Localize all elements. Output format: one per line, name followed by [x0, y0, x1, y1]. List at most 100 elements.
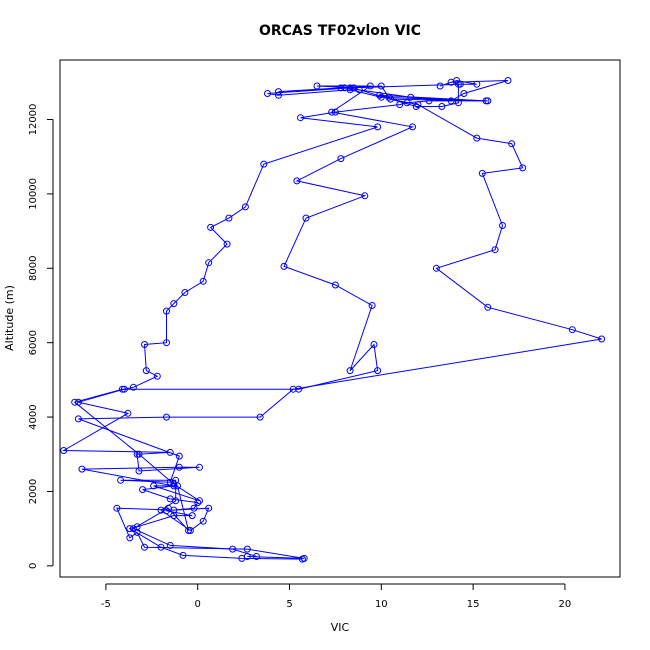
- data-point: [157, 543, 165, 551]
- x-axis: -5 0 5 10 15 20: [101, 583, 571, 610]
- data-point: [491, 246, 499, 254]
- data-point: [300, 554, 308, 562]
- data-point: [141, 341, 148, 348]
- data-point: [129, 525, 137, 533]
- data-point: [473, 134, 481, 142]
- series-line-3: [73, 84, 459, 557]
- data-point: [139, 486, 147, 494]
- data-point: [260, 160, 268, 168]
- data-point: [150, 482, 158, 490]
- data-point: [302, 214, 310, 222]
- x-axis-label: VIC: [331, 621, 350, 634]
- data-point: [499, 222, 506, 229]
- data-point: [368, 302, 376, 309]
- data-point: [157, 506, 165, 514]
- data-point: [374, 367, 382, 375]
- data-point: [341, 84, 349, 92]
- data-point: [133, 528, 141, 536]
- data-point: [425, 97, 433, 105]
- data-point: [163, 307, 170, 315]
- data-point: [170, 512, 178, 520]
- data-point: [403, 99, 411, 107]
- y-tick-label: 10000: [28, 178, 39, 210]
- data-point: [78, 465, 86, 473]
- data-point: [568, 326, 576, 334]
- data-point: [504, 77, 512, 84]
- data-point: [454, 80, 462, 88]
- data-point: [328, 108, 336, 116]
- data-point: [264, 90, 271, 97]
- data-point: [166, 541, 174, 549]
- data-point: [74, 398, 82, 406]
- data-point: [460, 90, 468, 97]
- data-point: [120, 385, 128, 393]
- y-tick-label: 4000: [28, 404, 39, 429]
- data-point: [337, 155, 345, 163]
- data-point: [163, 339, 170, 347]
- data-point: [129, 383, 137, 391]
- data-point: [377, 82, 385, 90]
- y-tick-label: 8000: [28, 256, 39, 281]
- data-point: [331, 108, 339, 116]
- data-point: [179, 551, 187, 559]
- data-point: [113, 504, 121, 512]
- series-lines: [61, 79, 602, 560]
- data-point: [243, 545, 251, 553]
- data-point: [243, 553, 251, 560]
- data-point: [166, 478, 174, 486]
- data-point: [141, 543, 148, 551]
- data-point: [118, 385, 126, 393]
- data-point: [374, 123, 382, 131]
- x-tick-label: -5: [101, 599, 111, 610]
- data-point: [207, 223, 215, 231]
- data-point: [598, 335, 606, 343]
- data-point: [175, 463, 183, 471]
- data-point: [205, 504, 213, 512]
- x-tick-label: 0: [195, 599, 201, 610]
- series-line-2: [78, 80, 602, 559]
- data-point: [438, 103, 446, 110]
- data-point: [229, 545, 237, 553]
- data-point: [331, 281, 339, 289]
- data-point: [387, 95, 394, 103]
- series-line-1: [61, 79, 488, 560]
- data-points: [60, 77, 606, 563]
- y-tick-label: 2000: [28, 479, 39, 504]
- data-point: [361, 192, 369, 200]
- data-point: [346, 367, 354, 375]
- data-point: [166, 448, 174, 456]
- data-point: [135, 467, 143, 475]
- data-point: [194, 499, 202, 507]
- data-point: [175, 452, 183, 460]
- data-point: [60, 447, 68, 454]
- data-point: [205, 259, 213, 267]
- y-axis-label: Altitude (m): [3, 285, 16, 351]
- y-axis: 0 2000 4000 6000 8000 10000 12000: [28, 104, 54, 569]
- data-point: [126, 525, 134, 533]
- data-point: [436, 82, 444, 90]
- data-point: [456, 80, 464, 88]
- data-point: [275, 88, 282, 96]
- data-point: [199, 517, 207, 525]
- data-point: [454, 99, 462, 107]
- data-point: [153, 372, 161, 380]
- data-point: [385, 93, 393, 101]
- chart-title: ORCAS TF02vlon VIC: [259, 23, 421, 39]
- data-point: [337, 84, 345, 92]
- data-point: [196, 463, 203, 471]
- x-tick-label: 15: [467, 599, 480, 610]
- data-point: [275, 91, 282, 99]
- data-point: [297, 114, 304, 122]
- y-tick-label: 0: [28, 563, 39, 569]
- data-point: [196, 497, 203, 505]
- data-point: [478, 169, 486, 177]
- data-point: [164, 504, 172, 512]
- data-point: [71, 398, 79, 406]
- data-point: [376, 91, 383, 99]
- data-point: [519, 164, 527, 172]
- data-point: [190, 504, 198, 512]
- y-tick-label: 12000: [28, 104, 39, 136]
- data-point: [412, 103, 420, 110]
- x-tick-label: 10: [375, 599, 388, 610]
